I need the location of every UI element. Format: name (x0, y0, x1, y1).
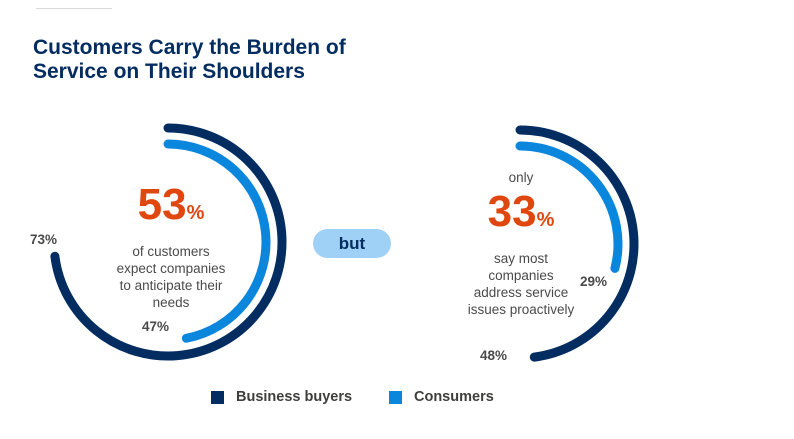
legend-label-consumers: Consumers (414, 389, 494, 405)
arc-consumers-left (163, 139, 271, 343)
arc-consumers-right (515, 141, 623, 273)
headline-caption-left: of customers expect companies to anticip… (116, 244, 226, 310)
page-title: Customers Carry the Burden of Service on… (33, 36, 346, 84)
headline-number-right: 33% (487, 187, 555, 236)
headline-caption-right: say most companies address service issue… (467, 251, 575, 317)
headline-number-left: 53% (137, 180, 205, 229)
value-label-consumers-right: 29% (580, 274, 607, 289)
title-line-2: Service on Their Shoulders (33, 60, 305, 83)
arc-business-buyers-left (50, 123, 287, 361)
value-label-business-right: 48% (480, 348, 507, 363)
headline-right: only 33% say most companies address serv… (446, 169, 596, 318)
connector-pill: but (313, 229, 391, 258)
legend-swatch-business-buyers (211, 390, 224, 404)
arc-business-buyers-right (515, 125, 639, 362)
legend-swatch-consumers (389, 390, 402, 404)
headline-left: 53% of customers expect companies to ant… (96, 183, 246, 311)
legend-label-business-buyers: Business buyers (236, 389, 353, 405)
legend-item-business-buyers: Business buyers (211, 389, 352, 405)
headline-prefix-right: only (508, 170, 534, 185)
top-divider (36, 8, 112, 9)
value-label-business-left: 73% (30, 232, 57, 247)
title-line-1: Customers Carry the Burden of (33, 36, 346, 59)
legend-item-consumers: Consumers (389, 389, 494, 405)
value-label-consumers-left: 47% (142, 319, 169, 334)
